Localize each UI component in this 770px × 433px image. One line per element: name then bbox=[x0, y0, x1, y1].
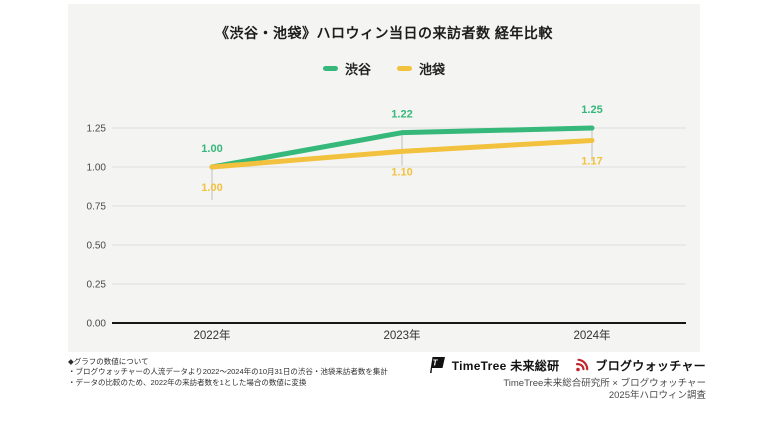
credit-line-1: TimeTree未来総合研究所 × ブログウォッチャー bbox=[503, 378, 706, 389]
svg-text:1.25: 1.25 bbox=[87, 124, 107, 135]
svg-text:1.00: 1.00 bbox=[201, 143, 222, 155]
credit-line-2: 2025年ハロウィン調査 bbox=[608, 390, 706, 402]
footnote-heading: ◆グラフの数値について bbox=[68, 357, 149, 366]
legend-label-ikebukuro: 池袋 bbox=[419, 62, 446, 77]
timetree-brand: T TimeTree 未来総研 bbox=[426, 356, 560, 374]
legend-label-shibuya: 渋谷 bbox=[344, 62, 371, 77]
line-chart-plot-area: 1.25 1.00 0.75 0.50 0.25 0.00 2022年 2023年 2024年 1… bbox=[87, 104, 686, 342]
svg-text:1.22: 1.22 bbox=[391, 109, 412, 121]
svg-text:0.75: 0.75 bbox=[87, 202, 107, 213]
blogwatcher-logo-icon bbox=[576, 358, 589, 371]
svg-text:1.00: 1.00 bbox=[87, 163, 107, 174]
svg-text:1.00: 1.00 bbox=[201, 182, 222, 194]
shibuya-line-swatch-icon bbox=[322, 66, 338, 71]
timetree-logo-icon: T bbox=[429, 357, 445, 373]
svg-text:2023年: 2023年 bbox=[383, 328, 420, 342]
chart-title: 《渋谷・池袋》ハロウィン当日の来訪者数 経年比較 bbox=[215, 25, 553, 41]
footer-credits: T TimeTree 未来総研 ブログウォッチャー TimeTree未来総合研究… bbox=[426, 356, 706, 403]
footnote-line-2: ・データの比較のため、2022年の来訪者数を1とした場合の数値に変換 bbox=[68, 377, 307, 387]
svg-text:2022年: 2022年 bbox=[193, 328, 230, 342]
blogwatcher-brand: ブログウォッチャー bbox=[574, 357, 706, 374]
brand-row: T TimeTree 未来総研 ブログウォッチャー bbox=[426, 356, 706, 374]
legend-item-shibuya: 渋谷 bbox=[322, 59, 371, 78]
footnote-line-1: ・ブログウォッチャーの人流データより2022〜2024年の10月31日の渋谷・池… bbox=[68, 367, 388, 377]
svg-text:0.25: 0.25 bbox=[87, 280, 107, 291]
svg-text:2024年: 2024年 bbox=[573, 328, 610, 342]
timetree-brand-label: TimeTree 未来総研 bbox=[451, 358, 560, 373]
svg-text:0.50: 0.50 bbox=[87, 241, 107, 252]
svg-text:1.17: 1.17 bbox=[581, 155, 602, 167]
chart-legend: 渋谷 池袋 bbox=[68, 59, 700, 78]
blogwatcher-brand-label: ブログウォッチャー bbox=[595, 358, 706, 373]
chart-footnote: ◆グラフの数値について ・ブログウォッチャーの人流データより2022〜2024年… bbox=[68, 357, 388, 388]
svg-text:0.00: 0.00 bbox=[87, 319, 107, 330]
ikebukuro-line-swatch-icon bbox=[397, 66, 412, 71]
svg-text:1.10: 1.10 bbox=[391, 166, 412, 178]
chart-card: 《渋谷・池袋》ハロウィン当日の来訪者数 経年比較 渋谷 池袋 1.25 1.00 0… bbox=[68, 4, 700, 352]
legend-item-ikebukuro: 池袋 bbox=[397, 59, 445, 78]
svg-text:T: T bbox=[432, 359, 438, 368]
svg-text:1.25: 1.25 bbox=[581, 104, 602, 116]
